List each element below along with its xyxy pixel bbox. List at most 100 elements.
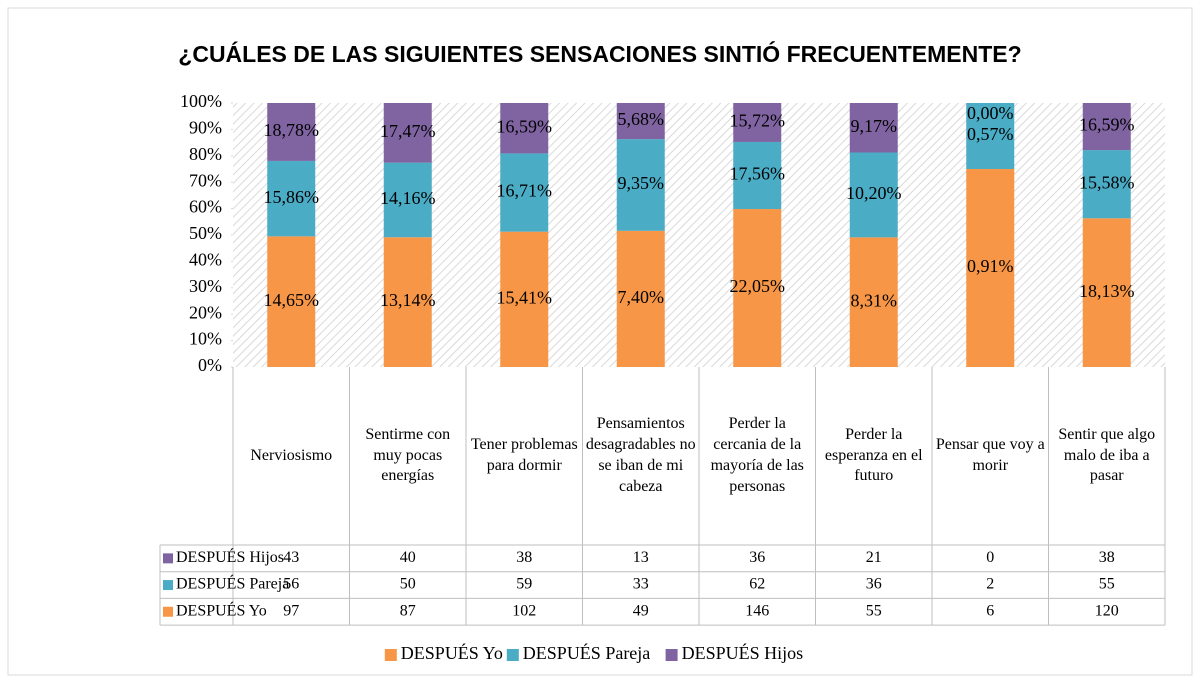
bar-segment xyxy=(267,103,316,161)
data-label: 16,59% xyxy=(497,116,553,136)
table-value: 38 xyxy=(1099,549,1115,566)
legend-swatch xyxy=(506,649,519,661)
x-tick-label: Perder la cercania de la mayoría de las … xyxy=(710,415,804,495)
category-cell: Sentir que algo malo de iba a pasar xyxy=(1058,425,1156,485)
data-label: 15,86% xyxy=(264,187,320,207)
x-tick-label: Sentir que algo malo de iba a pasar xyxy=(1058,425,1156,485)
bar-segment xyxy=(267,236,316,367)
data-label: 8,31% xyxy=(851,290,898,310)
y-tick-label: 10% xyxy=(189,329,222,349)
category-cell: Nerviosismo xyxy=(250,446,333,464)
bar-segment xyxy=(500,103,549,154)
table-row-label: DESPUÉS Pareja xyxy=(176,574,289,593)
data-label: 5,68% xyxy=(618,109,665,129)
y-tick-label: 60% xyxy=(189,197,222,217)
plot-background xyxy=(233,103,1165,367)
chart-title: ¿CUÁLES DE LAS SIGUIENTES SENSACIONES SI… xyxy=(178,40,1021,67)
table-row-label: DESPUÉS Hijos xyxy=(176,547,284,566)
bar-segment xyxy=(733,141,782,210)
bar-segment xyxy=(966,169,1015,367)
y-tick-label: 20% xyxy=(189,302,222,322)
bar-segment xyxy=(616,103,665,140)
x-tick-label: Pensar que voy a morir xyxy=(935,436,1045,474)
bar-segment xyxy=(733,103,782,142)
data-label: 7,40% xyxy=(618,287,665,307)
data-label: 14,65% xyxy=(264,290,320,310)
table-value: 0 xyxy=(986,549,994,566)
table-value: 59 xyxy=(516,576,532,593)
table-row-label: DESPUÉS Yo xyxy=(176,600,267,619)
table-value: 55 xyxy=(1099,576,1115,593)
data-label: 14,16% xyxy=(380,188,436,208)
bar-segment xyxy=(966,103,1015,169)
data-label: 15,41% xyxy=(497,287,553,307)
data-label: 22,05% xyxy=(730,276,786,296)
bar-segment xyxy=(1082,218,1131,367)
y-tick-label: 70% xyxy=(189,170,222,190)
data-label: 0,91% xyxy=(967,256,1014,276)
legend-key xyxy=(163,580,173,591)
table-value: 36 xyxy=(866,576,882,593)
table-value: 33 xyxy=(633,576,649,593)
legend-swatch xyxy=(384,649,397,661)
legend-key xyxy=(163,606,173,617)
x-tick-label: Pensamientos desagradables no se iban de… xyxy=(585,415,696,495)
category-cell: Pensar que voy a morir xyxy=(935,436,1045,474)
table-value: 36 xyxy=(749,549,765,566)
legend-key xyxy=(163,553,173,564)
data-label: 9,17% xyxy=(851,116,898,136)
bar-segment xyxy=(500,231,549,367)
data-label: 9,35% xyxy=(618,173,665,193)
bar-segment xyxy=(849,103,898,153)
bar-segment xyxy=(383,103,432,163)
bar-segment xyxy=(616,139,665,231)
table-value: 38 xyxy=(516,549,532,566)
table-value: 40 xyxy=(400,549,416,566)
legend-label: DESPUÉS Pareja xyxy=(523,642,651,663)
data-label: 0,57% xyxy=(967,124,1014,144)
category-cell: Perder la cercania de la mayoría de las … xyxy=(710,415,804,495)
data-label: 18,78% xyxy=(264,120,320,140)
legend-label: DESPUÉS Yo xyxy=(401,642,503,663)
data-label: 13,14% xyxy=(380,290,436,310)
category-cell: Tener problemas para dormir xyxy=(470,436,578,474)
table-value: 21 xyxy=(866,549,882,566)
category-cell: Sentirme con muy pocas energías xyxy=(365,425,451,485)
x-tick-label: Nerviosismo xyxy=(250,446,333,464)
data-label: 18,13% xyxy=(1079,281,1135,301)
y-tick-label: 90% xyxy=(189,118,222,138)
table-value: 49 xyxy=(633,602,649,619)
table-value: 120 xyxy=(1095,602,1119,619)
x-tick-label: Tener problemas para dormir xyxy=(470,436,578,474)
table-value: 50 xyxy=(400,576,416,593)
data-label: 16,71% xyxy=(497,181,553,201)
x-tick-label: Sentirme con muy pocas energías xyxy=(365,425,451,485)
data-label: 15,58% xyxy=(1079,172,1135,192)
category-cell: Perder la esperanza en el futuro xyxy=(825,426,923,485)
bar-segment xyxy=(1082,150,1131,219)
category-cell: Pensamientos desagradables no se iban de… xyxy=(585,415,696,495)
table-value: 13 xyxy=(633,549,649,566)
table-value: 102 xyxy=(512,602,536,619)
table-value: 56 xyxy=(283,576,299,593)
table-value: 146 xyxy=(745,602,769,619)
y-tick-label: 0% xyxy=(198,355,222,375)
legend-label: DESPUÉS Hijos xyxy=(682,642,804,663)
bar-segment xyxy=(500,153,549,232)
table-value: 6 xyxy=(986,602,994,619)
table-value: 43 xyxy=(283,549,299,566)
y-tick-label: 80% xyxy=(189,144,222,164)
bar-segment xyxy=(1082,103,1131,151)
bar-segment xyxy=(616,230,665,367)
y-tick-label: 100% xyxy=(180,91,222,111)
data-label: 17,56% xyxy=(730,164,786,184)
data-label: 0,00% xyxy=(967,103,1014,123)
bar-segment xyxy=(849,152,898,238)
bar-segment xyxy=(849,237,898,367)
data-label: 16,59% xyxy=(1079,115,1135,135)
table-value: 97 xyxy=(283,602,299,619)
bar-segment xyxy=(733,209,782,367)
bar-segment xyxy=(267,160,316,237)
data-label: 17,47% xyxy=(380,121,436,141)
